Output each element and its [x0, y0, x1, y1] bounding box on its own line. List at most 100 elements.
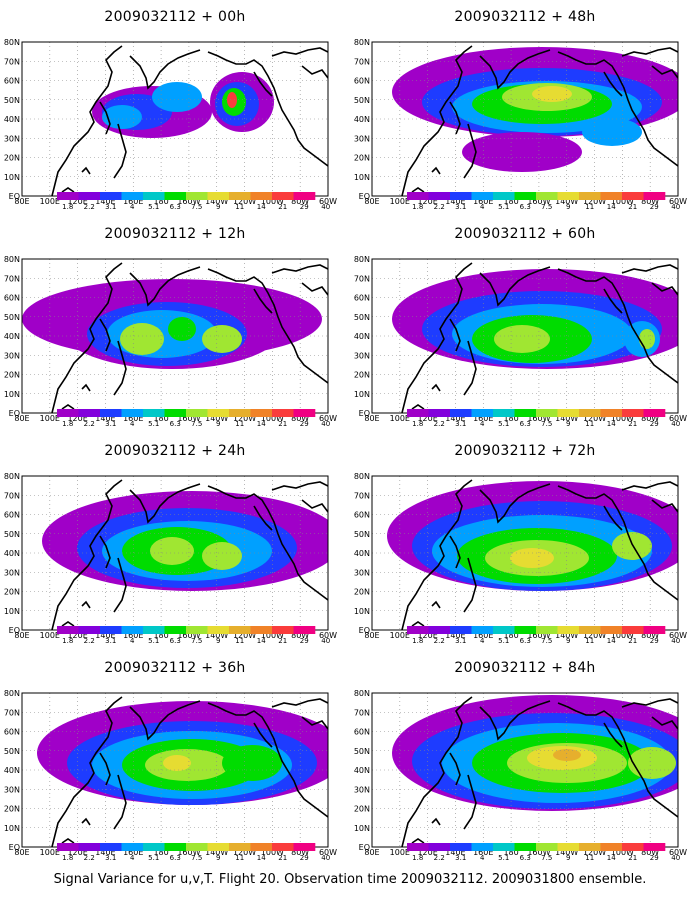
- lon-label: 100W: [261, 848, 284, 857]
- colorbar-label: 14: [257, 854, 266, 862]
- colorbar-label: 9: [216, 637, 220, 645]
- lon-label: 100W: [261, 414, 284, 423]
- colorbar-swatch: [207, 626, 230, 634]
- colorbar-swatch: [600, 192, 623, 200]
- coastlines: [51, 479, 328, 630]
- lat-label: 50N: [354, 313, 370, 322]
- lat-label: EQ: [9, 192, 20, 201]
- colorbar-swatch: [428, 192, 451, 200]
- variance-contour: [163, 755, 191, 771]
- colorbar-swatch: [450, 409, 472, 417]
- colorbar-swatch: [100, 192, 122, 200]
- colorbar-label: 7.5: [541, 637, 552, 645]
- variance-map: EQ 10N 20N 30N 40N 50N 60N 70N 80N 80E 100E 120E 140…: [4, 472, 337, 640]
- colorbar-label: 1.8: [412, 203, 423, 211]
- lon-label: 120W: [233, 631, 256, 640]
- lon-label: 120W: [583, 848, 606, 857]
- colorbar-label: 7.5: [191, 854, 202, 862]
- lat-label: 30N: [4, 568, 20, 577]
- variance-contour: [553, 749, 581, 761]
- lon-label: 100W: [611, 197, 634, 206]
- colorbar-swatch: [471, 192, 494, 200]
- variance-map: EQ 10N 20N 30N 40N 50N 60N 70N 80N 80E 100E 120E 140…: [4, 38, 337, 206]
- colorbar-label: 9: [216, 854, 220, 862]
- colorbar-swatch: [293, 843, 316, 851]
- lon-label: 180: [153, 848, 168, 857]
- lon-label: 120W: [233, 197, 256, 206]
- coastlines: [51, 262, 328, 413]
- colorbar-label: 3.1: [105, 854, 116, 862]
- lat-label: 10N: [354, 390, 370, 399]
- lon-label: 80E: [14, 631, 29, 640]
- lon-label: 80W: [291, 848, 309, 857]
- colorbar-label: 5.1: [498, 637, 509, 645]
- colorbar-label: 40: [671, 637, 680, 645]
- lon-label: 80W: [641, 197, 659, 206]
- colorbar-swatch: [229, 843, 251, 851]
- lat-label: 70N: [4, 274, 20, 283]
- colorbar-swatch: [557, 409, 580, 417]
- colorbar-swatch: [250, 843, 273, 851]
- lon-label: 100W: [611, 414, 634, 423]
- lon-label: 120E: [67, 848, 87, 857]
- lon-label: 160W: [527, 414, 550, 423]
- colorbar-swatch: [536, 192, 558, 200]
- lat-label: 10N: [354, 173, 370, 182]
- colorbar-label: 5.1: [148, 854, 159, 862]
- colorbar-label: 1.8: [62, 637, 73, 645]
- colorbar-label: 9: [216, 420, 220, 428]
- colorbar-label: 6.3: [520, 637, 531, 645]
- lon-label: 160E: [473, 848, 493, 857]
- colorbar-label: 4: [480, 854, 485, 862]
- colorbar: 1.8 2.2 3.1 4 5.1 6.3 7.5 9 11 14 21 29 40: [407, 409, 680, 428]
- colorbar-swatch: [164, 843, 187, 851]
- colorbar-swatch: [78, 409, 101, 417]
- colorbar-label: 29: [300, 420, 309, 428]
- colorbar-label: 7.5: [541, 854, 552, 862]
- colorbar-swatch: [407, 409, 429, 417]
- lat-label: 70N: [354, 491, 370, 500]
- colorbar-swatch: [493, 192, 515, 200]
- colorbar-swatch: [207, 192, 230, 200]
- colorbar-swatch: [471, 626, 494, 634]
- lon-label: 100W: [261, 631, 284, 640]
- colorbar-label: 29: [300, 637, 309, 645]
- lon-label: 100E: [40, 197, 60, 206]
- panel-title: 2009032112 + 24h: [104, 443, 246, 459]
- variance-contour: [222, 745, 282, 781]
- colorbar-label: 7.5: [191, 420, 202, 428]
- lon-label: 100E: [390, 631, 410, 640]
- colorbar-swatch: [450, 192, 472, 200]
- lat-label: 70N: [354, 708, 370, 717]
- lat-label: 40N: [354, 766, 370, 775]
- colorbar-swatch: [536, 843, 558, 851]
- lon-label: 160E: [473, 414, 493, 423]
- colorbar-label: 2.2: [434, 637, 445, 645]
- lon-label: 80E: [364, 848, 379, 857]
- colorbar-label: 5.1: [498, 854, 509, 862]
- variance-contour: [152, 82, 202, 112]
- lon-label: 140E: [95, 197, 115, 206]
- colorbar-swatch: [536, 409, 558, 417]
- lat-label: 40N: [354, 115, 370, 124]
- lat-label: 40N: [354, 332, 370, 341]
- variance-contour: [582, 118, 642, 146]
- colorbar-swatch: [250, 409, 273, 417]
- colorbar-label: 9: [566, 637, 570, 645]
- colorbar-swatch: [450, 626, 472, 634]
- colorbar-swatch: [272, 192, 294, 200]
- lon-label: 140W: [555, 631, 578, 640]
- lat-label: 50N: [354, 747, 370, 756]
- coastlines: [401, 262, 678, 413]
- colorbar-swatch: [600, 409, 623, 417]
- colorbar: 1.8 2.2 3.1 4 5.1 6.3 7.5 9 11 14 21 29 40: [407, 843, 680, 862]
- colorbar-label: 40: [671, 854, 680, 862]
- colorbar-swatch: [78, 626, 101, 634]
- lat-label: 50N: [4, 747, 20, 756]
- colorbar-swatch: [78, 192, 101, 200]
- lon-label: 140W: [205, 197, 228, 206]
- colorbar-swatch: [557, 626, 580, 634]
- colorbar-label: 4: [130, 420, 135, 428]
- panel-title: 2009032112 + 36h: [104, 660, 246, 676]
- colorbar-swatch: [493, 626, 515, 634]
